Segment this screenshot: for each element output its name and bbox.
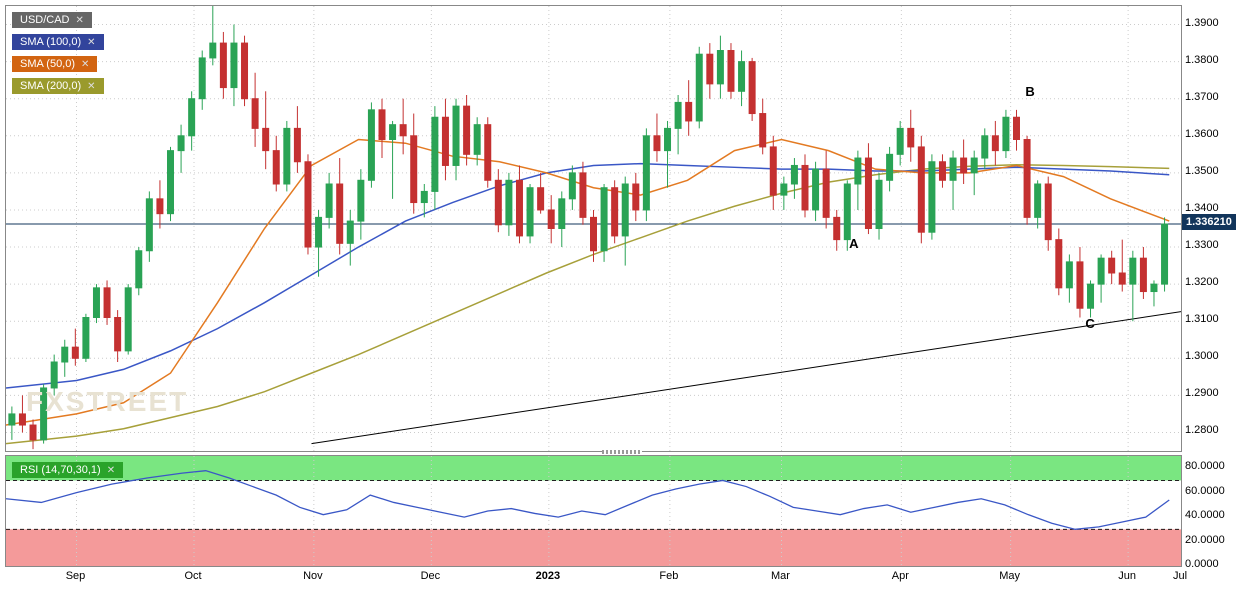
legend-sma200[interactable]: SMA (200,0) ✕ [12, 78, 104, 94]
legend-pair[interactable]: USD/CAD ✕ [12, 12, 92, 28]
price-tick: 1.3700 [1185, 91, 1219, 103]
rsi-tick: 0.0000 [1185, 558, 1219, 570]
price-chart-svg [6, 6, 1181, 451]
rsi-panel[interactable]: RSI (14,70,30,1) ✕ [5, 455, 1182, 567]
panel-separator-handle[interactable] [602, 450, 642, 454]
price-tick: 1.3000 [1185, 350, 1219, 362]
rsi-axis-right: 0.000020.000040.000060.000080.0000 [1182, 455, 1242, 565]
time-tick: Mar [771, 570, 790, 582]
price-tick: 1.3500 [1185, 165, 1219, 177]
price-tick: 1.3100 [1185, 313, 1219, 325]
legend-pair-label: USD/CAD [20, 14, 70, 26]
price-tick: 1.3300 [1185, 239, 1219, 251]
price-tick: 1.3600 [1185, 128, 1219, 140]
time-tick: Oct [184, 570, 201, 582]
price-tick: 1.3900 [1185, 17, 1219, 29]
rsi-tick: 40.0000 [1185, 509, 1225, 521]
current-price-tag: 1.336210 [1182, 214, 1236, 230]
rsi-tick: 80.0000 [1185, 460, 1225, 472]
legend-sma100-label: SMA (100,0) [20, 36, 81, 48]
price-axis-right: 1.2800 1.2900 1.3000 1.3100 1.3200 1.3300 1.34… [1182, 5, 1242, 450]
time-tick: Sep [66, 570, 86, 582]
price-tick: 1.3800 [1185, 54, 1219, 66]
close-icon[interactable]: ✕ [81, 59, 89, 70]
time-tick: Apr [892, 570, 909, 582]
price-tick: 1.3200 [1185, 276, 1219, 288]
time-tick: Jul [1173, 570, 1187, 582]
time-tick: Dec [421, 570, 441, 582]
rsi-svg [6, 456, 1181, 566]
legend-rsi[interactable]: RSI (14,70,30,1) ✕ [12, 462, 123, 478]
price-tick: 1.3400 [1185, 202, 1219, 214]
time-axis-bottom: SepOctNovDec2023FebMarAprMayJunJul [5, 570, 1180, 590]
time-tick: 2023 [536, 570, 560, 582]
close-icon[interactable]: ✕ [107, 465, 115, 476]
annotation-c: C [1085, 316, 1094, 331]
time-tick: Nov [303, 570, 323, 582]
legend-sma200-label: SMA (200,0) [20, 80, 81, 92]
price-tick: 1.2900 [1185, 387, 1219, 399]
close-icon[interactable]: ✕ [87, 37, 95, 48]
legend-sma100[interactable]: SMA (100,0) ✕ [12, 34, 104, 50]
legend-sma50[interactable]: SMA (50,0) ✕ [12, 56, 97, 72]
annotation-b: B [1025, 84, 1034, 99]
rsi-tick: 60.0000 [1185, 485, 1225, 497]
legend-sma50-label: SMA (50,0) [20, 58, 75, 70]
time-tick: May [999, 570, 1020, 582]
time-tick: Jun [1118, 570, 1136, 582]
annotation-a: A [849, 236, 858, 251]
rsi-tick: 20.0000 [1185, 534, 1225, 546]
price-chart-panel[interactable]: FXSTREET USD/CAD✕ SMA (100,0)✕ SMA (50,0… [5, 5, 1182, 452]
close-icon[interactable]: ✕ [76, 15, 84, 26]
close-icon[interactable]: ✕ [87, 81, 95, 92]
price-tick: 1.2800 [1185, 424, 1219, 436]
legend-rsi-label: RSI (14,70,30,1) [20, 464, 101, 476]
time-tick: Feb [659, 570, 678, 582]
